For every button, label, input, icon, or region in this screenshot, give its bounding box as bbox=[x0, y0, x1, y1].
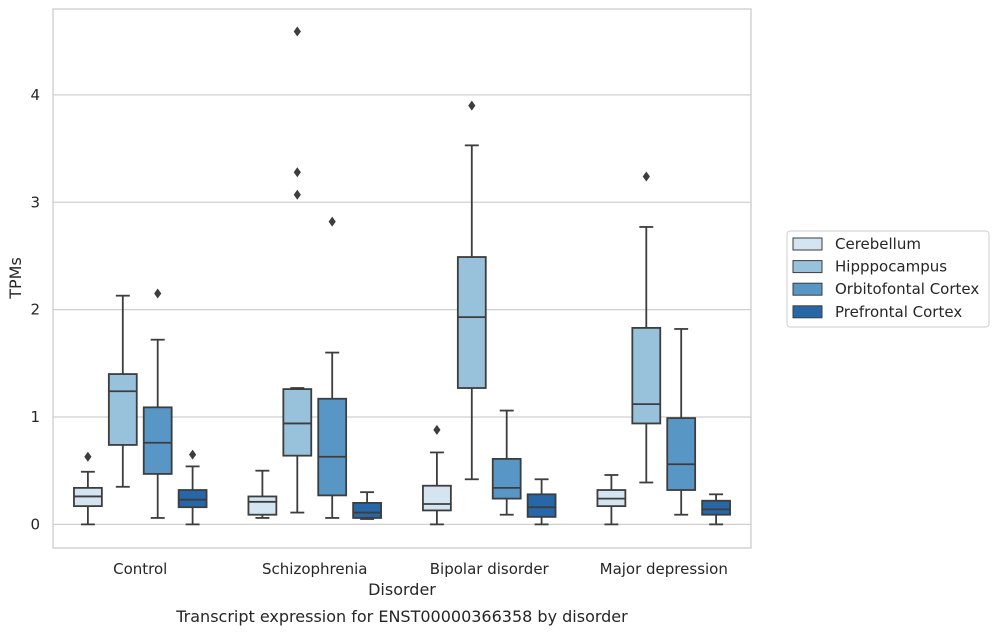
outlier-point bbox=[293, 189, 301, 200]
box-group bbox=[352, 491, 382, 520]
box-group bbox=[142, 288, 173, 519]
series-prefrontal-cortex bbox=[177, 449, 731, 526]
box-group bbox=[317, 216, 348, 519]
y-tick-label: 0 bbox=[30, 515, 40, 533]
box-group bbox=[666, 328, 697, 516]
legend-label: Prefrontal Cortex bbox=[835, 303, 962, 321]
box-group bbox=[107, 294, 138, 488]
legend-swatch bbox=[792, 282, 823, 296]
box-iqr bbox=[491, 457, 522, 500]
x-tick-label: Control bbox=[113, 560, 167, 578]
box-iqr bbox=[422, 484, 452, 512]
box-group bbox=[247, 469, 278, 519]
box-iqr bbox=[317, 397, 348, 497]
box-iqr bbox=[456, 256, 487, 389]
outlier-point bbox=[293, 26, 301, 37]
box-group bbox=[701, 493, 731, 526]
series-cerebellum bbox=[73, 424, 627, 526]
legend: Cerebellum Hipppocampus Orbitofontal Corte… bbox=[786, 230, 990, 328]
legend-label: Cerebellum bbox=[835, 235, 921, 253]
plot-frame bbox=[52, 8, 752, 549]
box-iqr bbox=[142, 406, 173, 475]
legend-label: Hipppocampus bbox=[835, 258, 947, 276]
x-tick-label: Bipolar disorder bbox=[430, 560, 550, 578]
legend-frame bbox=[786, 230, 990, 328]
legend-label: Orbitofontal Cortex bbox=[835, 280, 979, 298]
legend-swatch bbox=[792, 237, 823, 251]
box-iqr bbox=[107, 373, 138, 446]
box-group bbox=[631, 171, 662, 484]
y-tick-labels: 0 1 2 3 4 bbox=[30, 86, 40, 533]
y-axis-title: TPMs bbox=[6, 257, 25, 300]
box-iqr bbox=[631, 326, 662, 425]
outlier-point bbox=[293, 167, 301, 178]
box-group bbox=[177, 449, 208, 526]
box-group bbox=[73, 451, 103, 526]
box-iqr bbox=[352, 502, 382, 519]
box-iqr bbox=[282, 388, 313, 457]
box-iqr bbox=[666, 417, 697, 491]
legend-swatch bbox=[792, 260, 823, 274]
x-tick-label: Major depression bbox=[600, 560, 728, 578]
y-tick-label: 2 bbox=[30, 301, 40, 319]
box-iqr bbox=[177, 489, 208, 509]
legend-swatch bbox=[792, 305, 823, 319]
x-axis-title: Disorder bbox=[368, 580, 436, 599]
x-tick-labels: Control Schizophrenia Bipolar disorder Majo… bbox=[113, 560, 728, 578]
y-tick-label: 3 bbox=[30, 193, 40, 211]
series-orbitofontal-cortex bbox=[142, 216, 697, 519]
box-group bbox=[422, 424, 452, 526]
box-iqr bbox=[526, 493, 557, 518]
outlier-point bbox=[84, 451, 92, 462]
box-group bbox=[282, 26, 313, 514]
outlier-point bbox=[642, 171, 650, 182]
box-series bbox=[73, 26, 731, 526]
chart-caption: Transcript expression for ENST0000036635… bbox=[175, 607, 628, 626]
y-tick-label: 4 bbox=[30, 86, 40, 104]
box-group bbox=[456, 100, 487, 481]
box-group bbox=[526, 478, 557, 526]
outlier-point bbox=[154, 288, 162, 299]
outlier-point bbox=[328, 216, 336, 227]
series-hipppocampus bbox=[107, 26, 662, 514]
outlier-point bbox=[468, 100, 476, 111]
y-tick-label: 1 bbox=[30, 408, 40, 426]
box-group bbox=[491, 409, 522, 516]
outlier-point bbox=[189, 449, 197, 460]
box-iqr bbox=[701, 499, 731, 516]
outlier-point bbox=[433, 424, 441, 435]
box-group bbox=[596, 474, 627, 526]
x-tick-label: Schizophrenia bbox=[262, 560, 367, 578]
box-iqr bbox=[247, 495, 278, 516]
